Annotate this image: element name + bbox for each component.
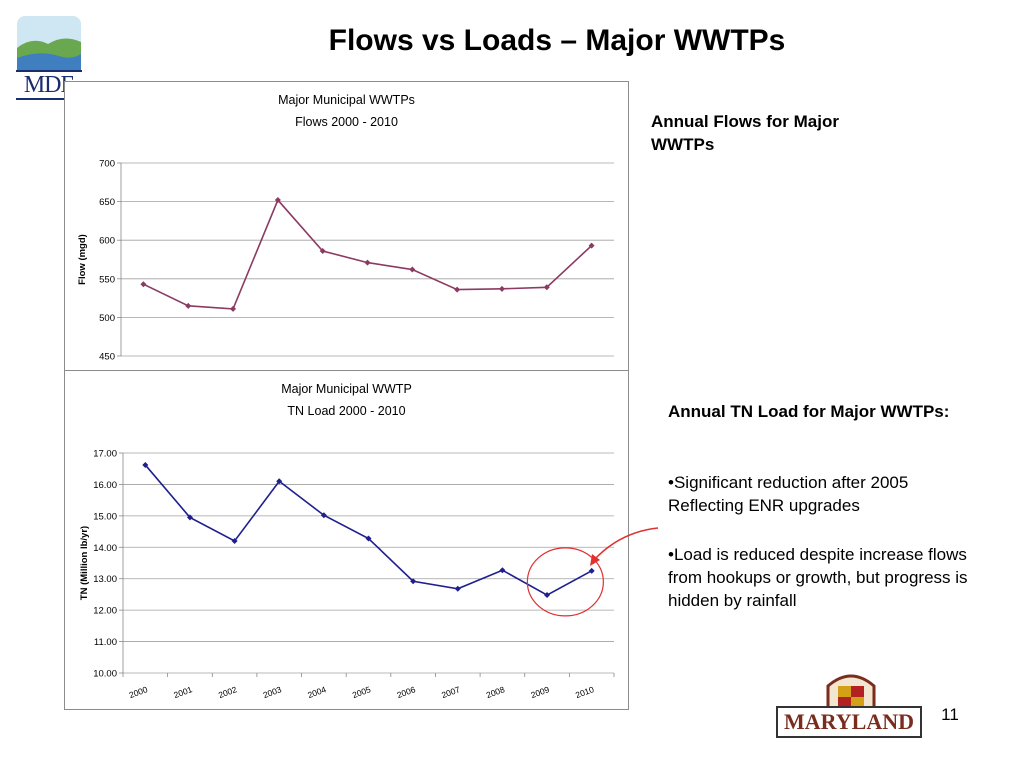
tn-chart-title: Major Municipal WWTP [281,382,412,396]
tn-caption: Annual TN Load for Major WWTPs: [668,402,950,421]
tn-load-chart: Major Municipal WWTP TN Load 2000 - 2010 1… [64,370,629,710]
tn-x-tick-label: 2000 [128,684,149,700]
mde-logo: MDE [14,14,84,102]
flow-y-tick-label: 650 [99,197,115,208]
maryland-seal-graphic [826,674,876,710]
tn-y-tick-label: 15.00 [93,511,117,522]
tn-y-tick-label: 10.00 [93,669,117,680]
tn-data-point [320,512,327,519]
tn-y-axis-label: TN (Million lb/yr) [79,526,90,600]
flow-data-point [454,286,461,293]
highlight-circle [526,547,604,617]
flow-y-axis-label: Flow (mgd) [77,234,88,285]
bullet-load-reduced: •Load is reduced despite increase flows … [668,545,968,610]
tn-data-point [499,567,506,574]
tn-data-point [410,578,417,585]
bullet-significant-reduction: •Significant reduction after 2005 Reflec… [668,473,909,515]
flow-y-tick-label: 450 [99,352,115,363]
tn-x-tick-label: 2003 [262,684,283,700]
flow-chart: Major Municipal WWTPs Flows 2000 - 2010 70… [64,81,629,373]
arrow-head [590,554,600,566]
tn-x-tick-label: 2006 [396,684,417,700]
arrow-line [593,527,659,561]
tn-y-tick-label: 16.00 [93,480,117,491]
tn-data-point [365,535,372,542]
tn-y-tick-label: 11.00 [94,637,117,648]
flow-chart-svg: Major Municipal WWTPs Flows 2000 - 2010 70… [77,93,614,363]
flow-y-tick-label: 600 [99,236,115,247]
tn-chart-subtitle: TN Load 2000 - 2010 [287,404,405,418]
flow-data-point [274,197,281,204]
tn-y-tick-label: 17.00 [93,449,117,460]
tn-x-tick-label: 2002 [217,684,238,700]
tn-data-point [454,585,461,592]
flow-series-line [143,198,593,310]
flow-data-point [588,242,595,249]
annotation-arrow [590,527,659,566]
flow-chart-subtitle: Flows 2000 - 2010 [295,115,398,129]
tn-data-point [231,538,238,544]
tn-x-tick-label: 2001 [172,684,193,700]
tn-x-tick-label: 2008 [485,684,506,700]
flow-y-tick-label: 550 [99,274,115,285]
flow-caption: Annual Flows for Major WWTPs [651,112,839,154]
tn-data-point [142,461,149,468]
maryland-logo: MARYLAND [776,672,926,742]
tn-chart-svg: Major Municipal WWTP TN Load 2000 - 2010 1… [79,382,615,700]
flow-data-point [230,305,237,312]
mde-logo-rule [16,70,82,72]
tn-y-tick-label: 14.00 [93,543,117,554]
tn-data-point [588,567,595,574]
slide-title: Flows vs Loads – Major WWTPs [328,24,786,57]
mde-logo-rule-bottom [16,98,82,100]
flow-data-point [498,285,505,292]
page-number: 11 [941,705,959,724]
mde-logo-graphic [17,16,81,70]
tn-data-point [276,478,283,485]
tn-y-tick-label: 13.00 [93,574,117,585]
tn-y-tick-label: 12.00 [93,606,117,617]
tn-x-tick-label: 2009 [529,684,550,700]
tn-x-tick-label: 2010 [574,684,595,700]
maryland-logo-text: MARYLAND [776,706,922,738]
flow-chart-title: Major Municipal WWTPs [278,93,415,107]
tn-data-point [186,514,193,521]
tn-x-tick-label: 2007 [440,684,461,700]
flow-data-point [364,259,371,266]
tn-x-tick-label: 2005 [351,684,372,700]
flow-data-point [185,302,192,309]
flow-data-point [543,284,550,291]
flow-data-point [140,281,147,288]
tn-data-point [544,592,551,599]
flow-y-tick-label: 500 [99,313,115,324]
flow-y-tick-label: 700 [99,159,115,170]
flow-data-point [409,266,416,273]
flow-data-point [319,248,326,255]
tn-x-tick-label: 2004 [306,684,327,700]
